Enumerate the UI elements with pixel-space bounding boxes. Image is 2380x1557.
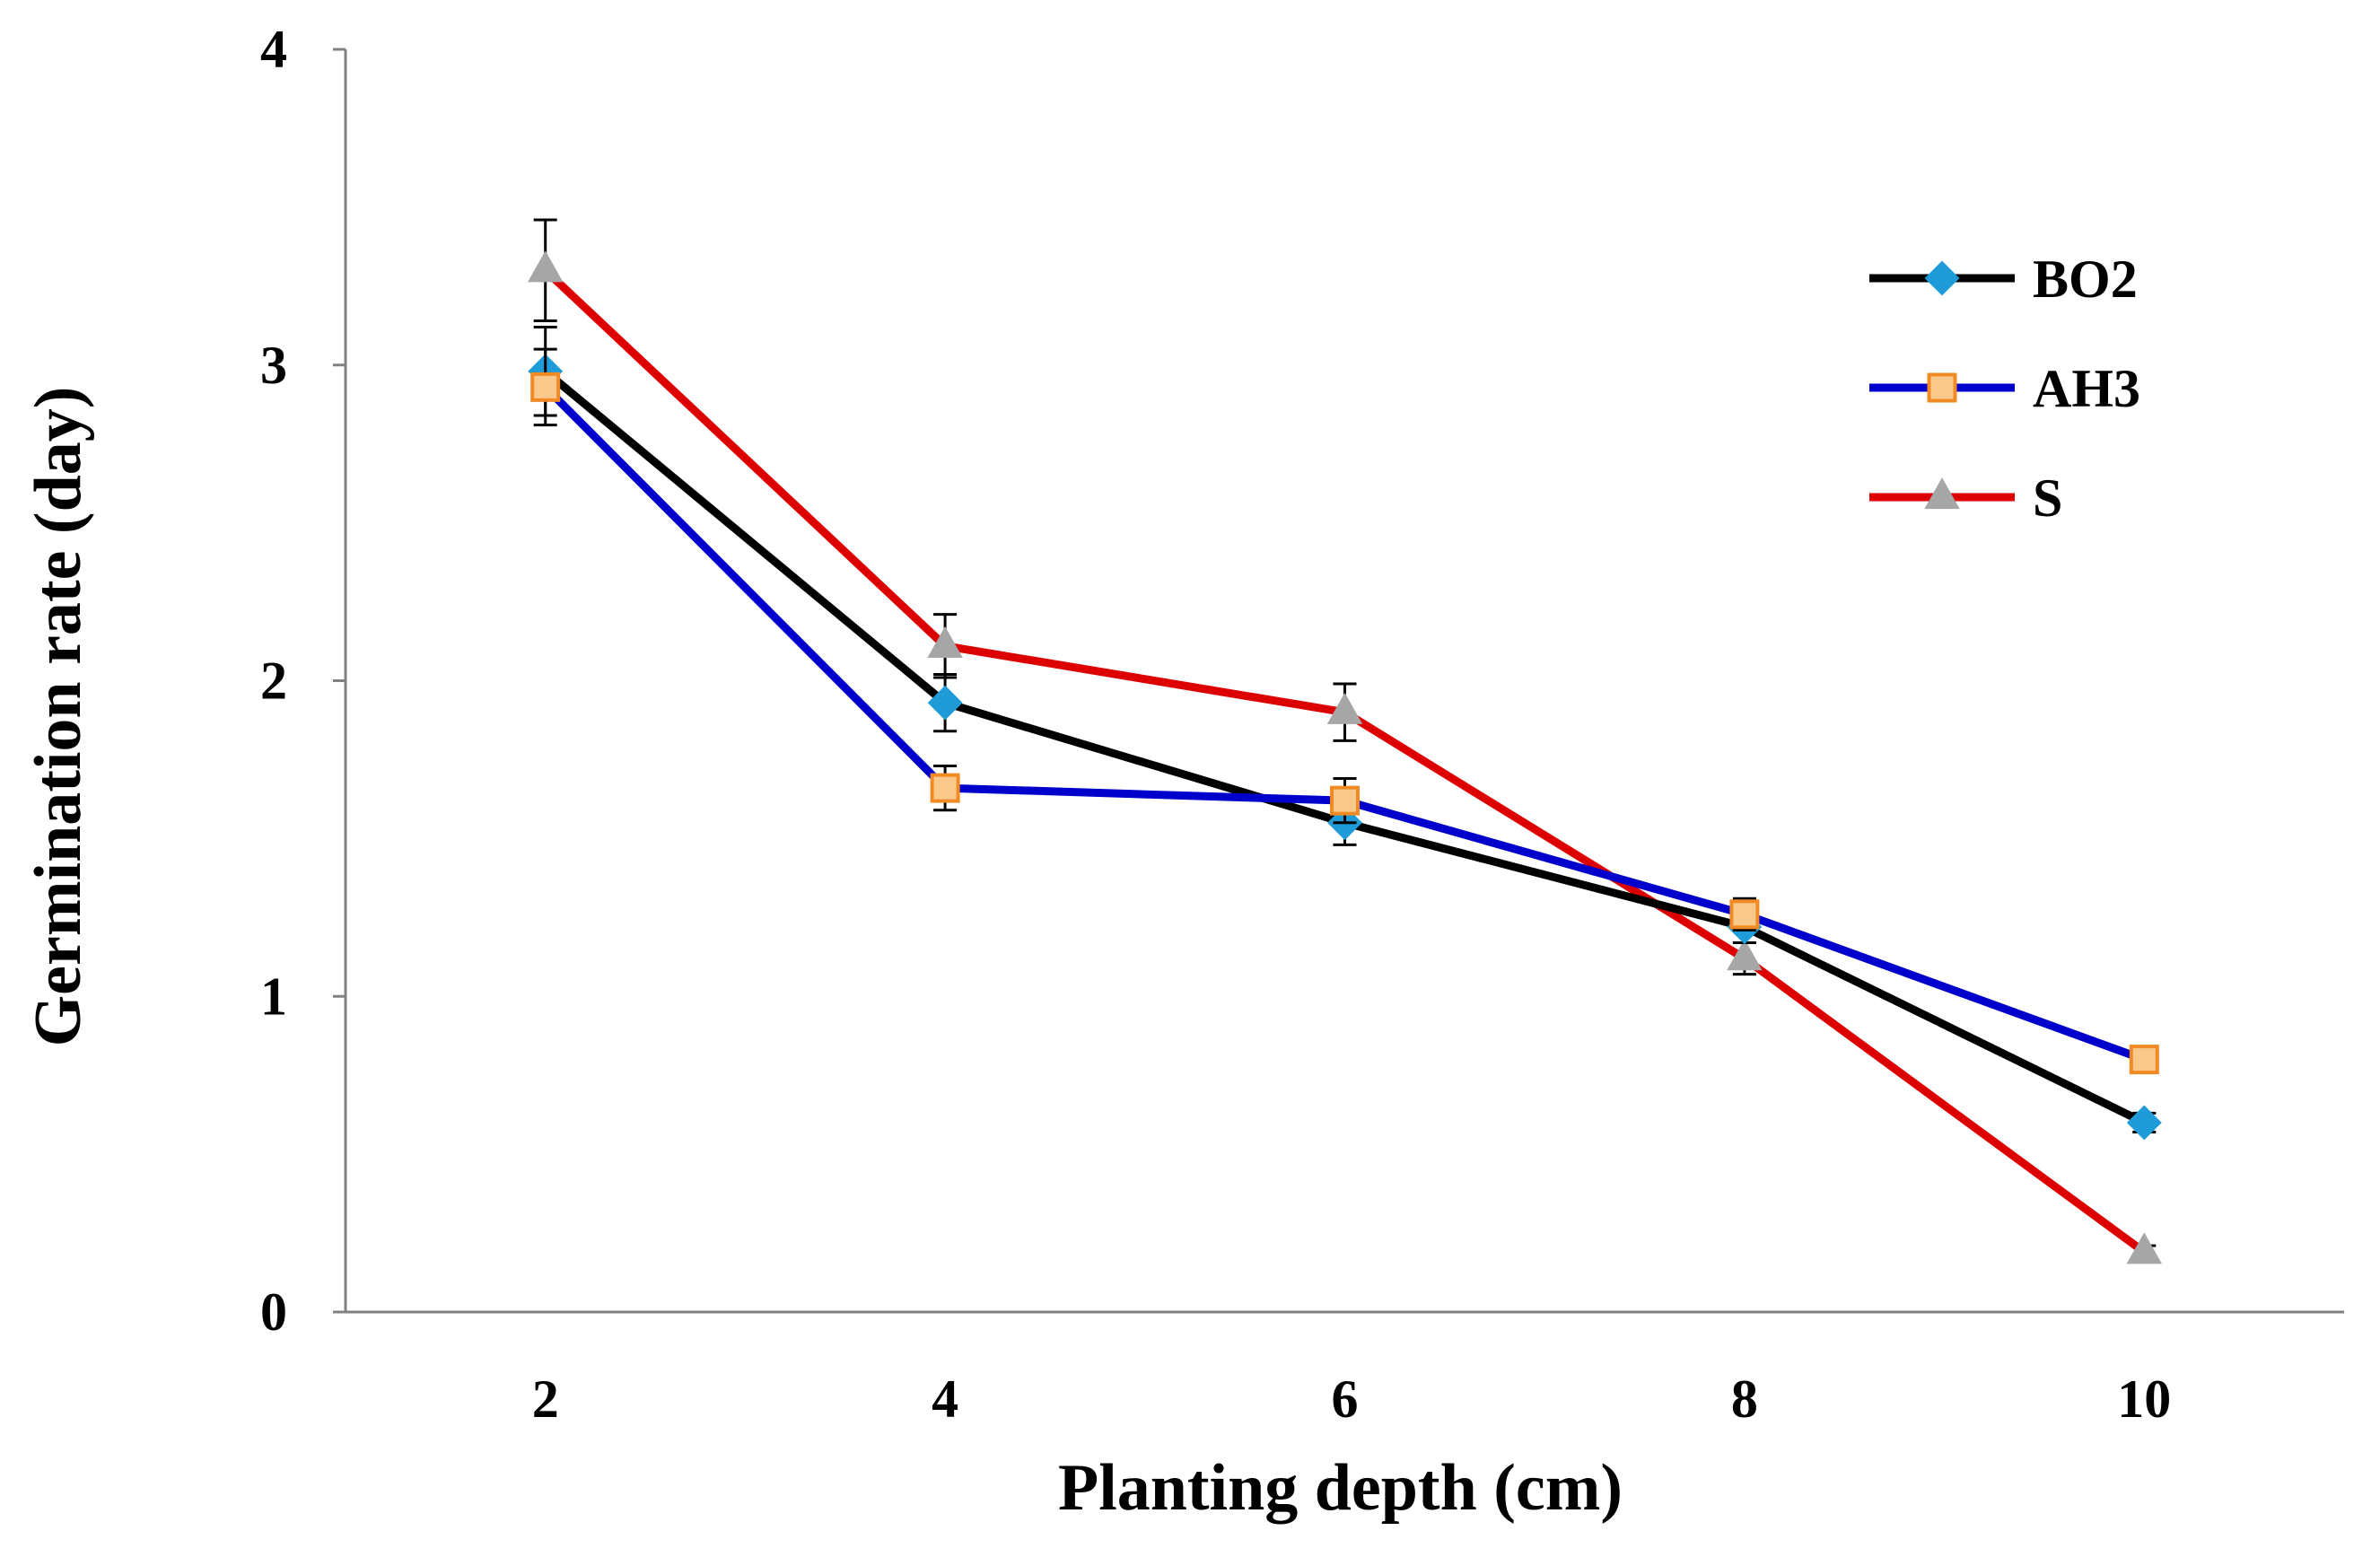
y-tick-label: 4: [260, 20, 287, 79]
series-layer: [527, 218, 2163, 1264]
series-ah3: [530, 347, 2159, 1075]
legend: BO2 AH3 S: [1869, 249, 2140, 528]
legend-marker: [1924, 477, 1960, 510]
data-point: [2129, 1045, 2159, 1075]
x-tick-label: 6: [1332, 1369, 1359, 1429]
data-point: [927, 685, 963, 721]
legend-label: AH3: [2033, 359, 2140, 418]
x-tick-label: 10: [2117, 1369, 2171, 1429]
y-axis-title: Germination rate (day): [22, 387, 95, 1047]
x-axis-title: Planting depth (cm): [1058, 1451, 1623, 1525]
legend-label: BO2: [2033, 249, 2138, 309]
y-tick-label: 0: [260, 1282, 287, 1342]
data-point: [2126, 1105, 2162, 1141]
legend-label: S: [2033, 468, 2062, 528]
legend-marker: [1924, 260, 1960, 296]
data-point: [1330, 785, 1360, 816]
data-point: [1727, 939, 1763, 971]
y-tick-label: 3: [260, 336, 287, 395]
series-s: [527, 218, 2163, 1264]
data-point: [930, 773, 960, 803]
x-tick-label: 2: [532, 1369, 559, 1429]
x-tick-label: 8: [1731, 1369, 1758, 1429]
legend-item-ah3: AH3: [1869, 359, 2140, 418]
x-ticks: 2 4 6 8 10: [532, 1369, 2172, 1429]
data-point: [927, 625, 963, 658]
data-point: [2126, 1232, 2163, 1264]
data-point: [1729, 899, 1760, 930]
series-line: [542, 368, 2147, 1126]
legend-item-bo2: BO2: [1869, 249, 2138, 309]
legend-item-s: S: [1869, 468, 2062, 528]
data-point: [527, 250, 564, 283]
legend-marker: [1927, 372, 1957, 403]
y-tick-label: 1: [260, 967, 287, 1026]
x-tick-label: 4: [932, 1369, 958, 1429]
data-point: [1326, 692, 1363, 724]
data-point: [530, 372, 561, 402]
y-ticks: 0 1 2 3 4: [260, 20, 346, 1342]
series-line: [542, 267, 2147, 1255]
axes: [344, 49, 2344, 1314]
y-tick-label: 2: [260, 652, 287, 711]
